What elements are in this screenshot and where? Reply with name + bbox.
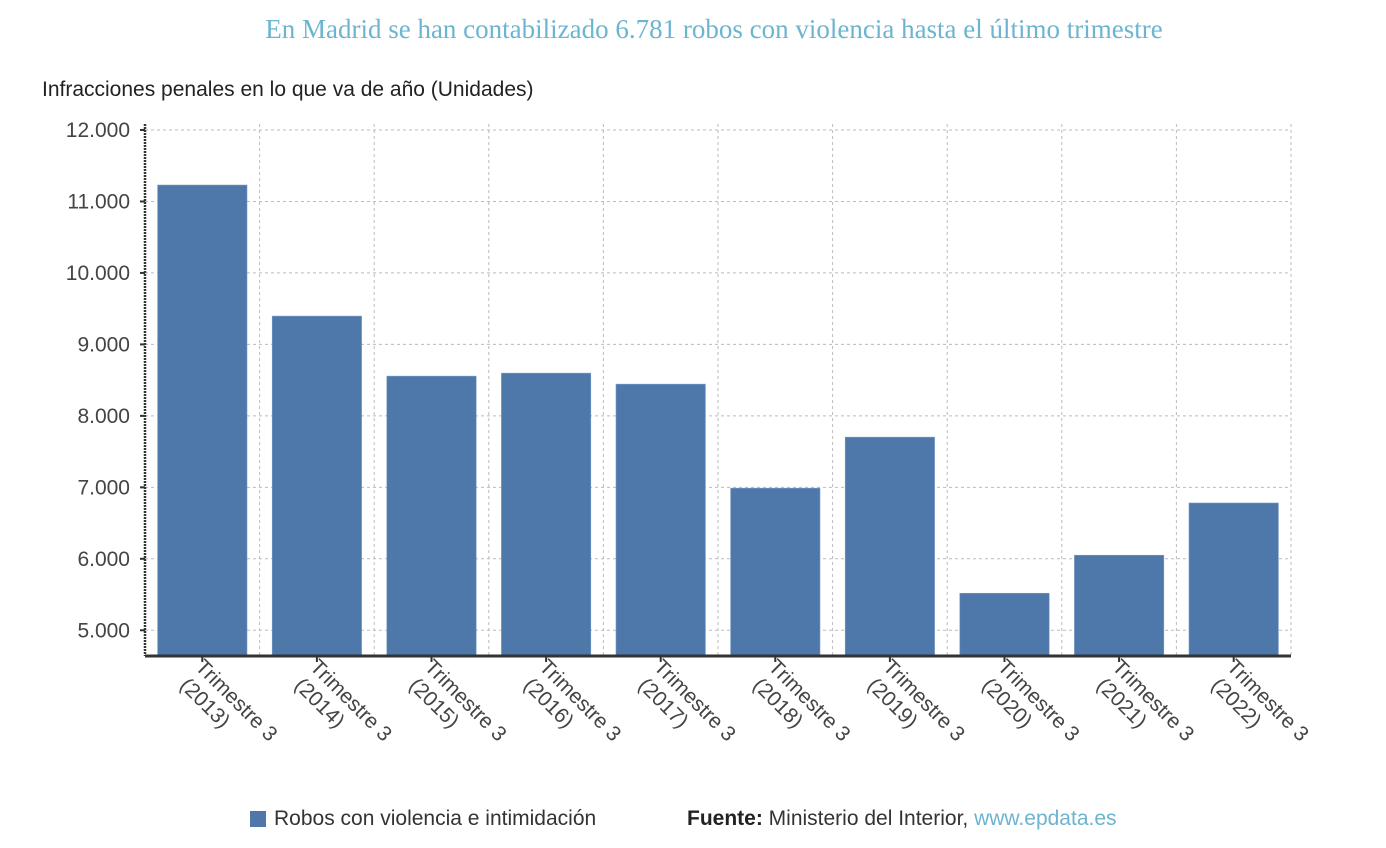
x-tick-label: Trimestre 3(2013): [175, 655, 281, 746]
bar: [959, 592, 1050, 657]
bar: [844, 436, 935, 657]
chart-title: En Madrid se han contabilizado 6.781 rob…: [265, 14, 1163, 44]
y-tick-label: 7.000: [77, 476, 130, 499]
bar: [1188, 502, 1279, 657]
y-tick-label: 10.000: [66, 262, 130, 285]
bar: [501, 372, 592, 657]
y-tick-label: 11.000: [67, 190, 130, 213]
y-tick-label: 9.000: [77, 333, 130, 356]
bar: [615, 383, 706, 657]
x-tick-label: Trimestre 3(2021): [1092, 655, 1198, 746]
x-tick-label: Trimestre 3(2016): [519, 655, 625, 746]
bar: [730, 487, 821, 657]
bar: [386, 375, 477, 657]
x-tick-label: Trimestre 3(2017): [634, 655, 740, 746]
source-link[interactable]: www.epdata.es: [974, 807, 1117, 830]
y-tick-label: 6.000: [77, 548, 130, 571]
x-tick-label: Trimestre 3(2018): [748, 655, 854, 746]
legend-swatch: [250, 811, 266, 827]
legend: Robos con violencia e intimidación: [250, 807, 596, 831]
y-tick-label: 12.000: [66, 119, 130, 142]
x-tick-label: Trimestre 3(2020): [977, 655, 1083, 746]
bar: [271, 315, 362, 657]
y-tick-label: 5.000: [77, 619, 130, 642]
legend-label: Robos con violencia e intimidación: [274, 807, 597, 830]
source-prefix: Fuente:: [687, 807, 763, 830]
x-tick-label: Trimestre 3(2014): [290, 655, 396, 746]
source-text: Ministerio del Interior,: [762, 807, 975, 830]
x-tick-label: Trimestre 3(2022): [1207, 655, 1313, 746]
x-tick-label: Trimestre 3(2019): [863, 655, 969, 746]
bar: [157, 184, 248, 657]
y-tick-label: 8.000: [77, 405, 130, 428]
bar: [1074, 554, 1165, 657]
x-tick-label: Trimestre 3(2015): [404, 655, 510, 746]
source-note: Fuente: Ministerio del Interior, www.epd…: [687, 807, 1117, 831]
y-axis-label: Infracciones penales en lo que va de año…: [42, 78, 534, 101]
